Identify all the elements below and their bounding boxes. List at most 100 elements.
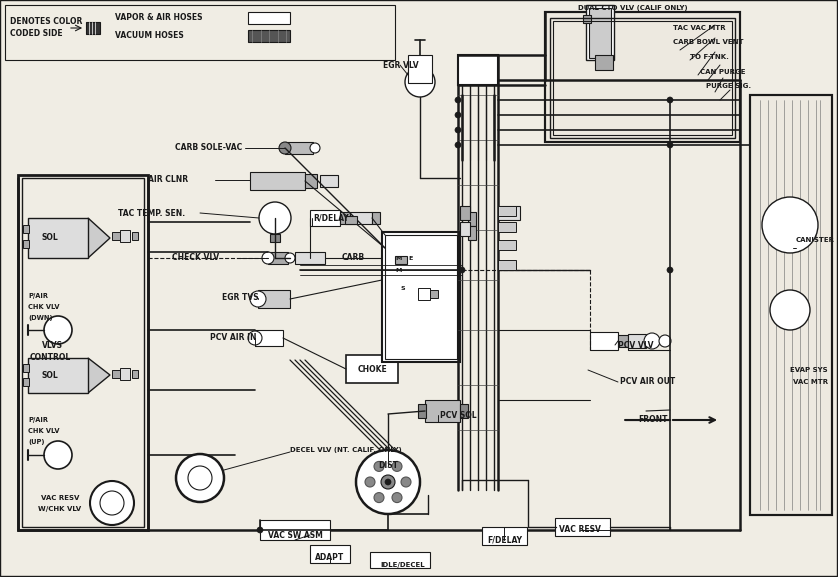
Bar: [370, 552, 430, 568]
Polygon shape: [88, 358, 110, 393]
Bar: [248, 30, 290, 42]
Bar: [310, 545, 350, 563]
Circle shape: [667, 267, 673, 273]
Circle shape: [667, 142, 673, 148]
Text: DIST: DIST: [378, 462, 398, 470]
Circle shape: [188, 466, 212, 490]
Circle shape: [644, 333, 660, 349]
Bar: [23, 364, 29, 372]
Text: W/CHK VLV: W/CHK VLV: [39, 506, 81, 512]
Bar: [458, 55, 498, 85]
Bar: [305, 174, 317, 188]
Bar: [498, 206, 520, 220]
Circle shape: [459, 267, 465, 273]
Bar: [498, 240, 516, 250]
Text: AIR CLNR: AIR CLNR: [148, 175, 188, 185]
Text: EGR TVS: EGR TVS: [222, 294, 259, 302]
Bar: [590, 332, 618, 350]
Circle shape: [455, 142, 461, 148]
Text: CHECK VLV: CHECK VLV: [172, 253, 219, 263]
Text: VAC RESV: VAC RESV: [559, 526, 601, 534]
Bar: [618, 335, 628, 347]
Bar: [553, 21, 732, 135]
Bar: [750, 95, 832, 515]
Bar: [346, 355, 398, 383]
Bar: [310, 210, 340, 226]
Bar: [595, 55, 613, 70]
Bar: [425, 400, 460, 422]
Bar: [250, 172, 305, 190]
Bar: [555, 518, 610, 536]
Circle shape: [770, 290, 810, 330]
Text: M: M: [395, 256, 401, 260]
Text: CARB BOWL VENT: CARB BOWL VENT: [673, 39, 743, 45]
Bar: [460, 404, 468, 418]
Bar: [86, 22, 100, 34]
Bar: [120, 368, 130, 380]
Bar: [18, 175, 148, 530]
Text: DENOTES COLOR: DENOTES COLOR: [10, 17, 82, 27]
Bar: [418, 288, 430, 300]
Bar: [22, 178, 144, 527]
Bar: [340, 212, 350, 224]
Text: TAC VAC MTR: TAC VAC MTR: [673, 25, 726, 31]
Text: VAPOR & AIR HOSES: VAPOR & AIR HOSES: [115, 13, 203, 23]
Bar: [418, 404, 426, 418]
Text: CHK VLV: CHK VLV: [28, 428, 59, 434]
Bar: [23, 225, 29, 233]
Circle shape: [285, 253, 295, 263]
Text: P/AIR: P/AIR: [28, 417, 48, 423]
Bar: [5, 5, 395, 60]
Text: PURGE SIG.: PURGE SIG.: [706, 83, 751, 89]
Bar: [550, 18, 735, 138]
Bar: [382, 232, 460, 362]
Circle shape: [455, 112, 461, 118]
Text: M: M: [395, 268, 401, 272]
Text: EGR VLV: EGR VLV: [383, 61, 419, 69]
Bar: [498, 260, 516, 270]
Bar: [430, 290, 438, 298]
Text: TAC TEMP. SEN.: TAC TEMP. SEN.: [118, 208, 185, 218]
Bar: [583, 15, 591, 23]
Text: CHK VLV: CHK VLV: [28, 304, 59, 310]
Text: S: S: [400, 286, 405, 290]
Text: VLVS: VLVS: [42, 342, 63, 350]
Circle shape: [248, 331, 262, 345]
Bar: [408, 55, 432, 83]
Circle shape: [310, 143, 320, 153]
Circle shape: [392, 493, 402, 503]
Text: VACUUM HOSES: VACUUM HOSES: [115, 32, 184, 40]
Circle shape: [374, 493, 384, 503]
Text: E: E: [408, 256, 412, 260]
Text: FRONT: FRONT: [638, 415, 668, 425]
Bar: [295, 252, 325, 264]
Bar: [460, 206, 470, 220]
Bar: [589, 8, 611, 58]
Text: ADAPT: ADAPT: [315, 553, 344, 563]
Bar: [112, 370, 120, 378]
Circle shape: [176, 454, 224, 502]
Text: CONTROL: CONTROL: [30, 354, 71, 362]
Bar: [628, 334, 646, 348]
Bar: [270, 234, 280, 242]
Circle shape: [257, 527, 263, 533]
Bar: [545, 12, 740, 142]
Bar: [255, 330, 283, 346]
Circle shape: [44, 441, 72, 469]
Text: CARB: CARB: [342, 253, 365, 263]
Circle shape: [762, 197, 818, 253]
Circle shape: [392, 462, 402, 471]
Text: CAN PURGE: CAN PURGE: [700, 69, 746, 75]
Bar: [395, 256, 407, 264]
Bar: [586, 5, 614, 60]
Circle shape: [455, 97, 461, 103]
Text: TO F-TNK.: TO F-TNK.: [690, 54, 729, 60]
Text: VAC RESV: VAC RESV: [41, 495, 79, 501]
Text: CODED SIDE: CODED SIDE: [10, 29, 63, 39]
Bar: [482, 527, 527, 545]
Text: PCV AIR OUT: PCV AIR OUT: [620, 377, 675, 387]
Text: VAC MTR: VAC MTR: [793, 379, 828, 385]
Circle shape: [385, 479, 391, 485]
Bar: [132, 370, 138, 378]
Bar: [268, 252, 288, 264]
